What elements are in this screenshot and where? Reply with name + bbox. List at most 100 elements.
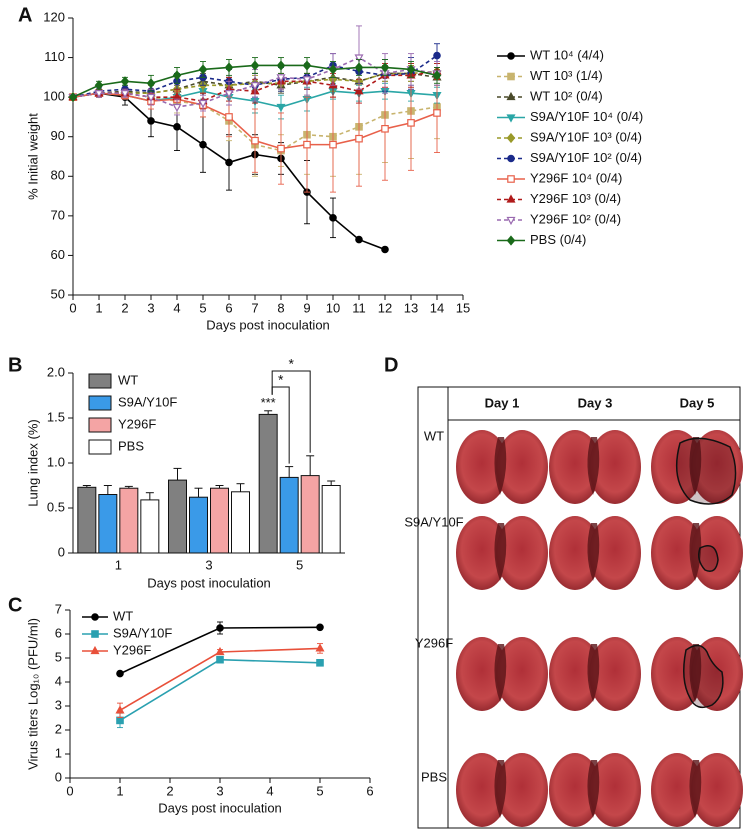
annotation: * [278,372,284,388]
legend-label: S9A/Y10F [118,394,177,409]
lung-lobe [589,516,641,590]
column-header: Day 5 [680,395,715,410]
marker [507,52,515,60]
marker [225,158,233,167]
legend-swatch [88,417,112,433]
lung-photo [549,753,641,827]
y-tick-label: 80 [51,168,65,183]
marker [506,216,516,226]
lung-lobe [456,637,508,711]
marker [146,93,156,103]
row-label: Y296F [415,635,453,650]
row-label: S9A/Y10F [404,514,463,529]
x-tick-label: 14 [430,300,444,315]
marker [355,235,363,244]
x-tick-label: 5 [296,557,303,572]
marker [329,140,337,149]
panel-letter: D [384,354,398,376]
marker [302,60,312,71]
marker [198,99,208,109]
marker [172,103,182,113]
lung-lobe [496,637,548,711]
bar [300,475,320,554]
y-tick-label: 1.5 [47,409,65,424]
lung-lobe [496,430,548,504]
marker [316,658,324,667]
legend-label: Y296F [113,642,151,657]
y-axis-label: Virus titers Log₁₀ (PFU/ml) [25,618,40,770]
x-tick-label: 1 [95,300,102,315]
bar [140,499,160,554]
lesion-outline [698,545,719,572]
marker [276,103,286,113]
lung-lobe [691,637,743,711]
x-tick-label: 5 [199,300,206,315]
lung-lobe [549,637,601,711]
legend-swatch [88,395,112,411]
lung-lobe [549,753,601,827]
lung-photo [456,637,548,711]
x-tick-label: 12 [378,300,392,315]
bar [279,476,299,554]
lung-hilum [587,644,600,702]
marker [506,91,516,101]
y-tick-label: 70 [51,207,65,222]
lung-lobe [651,516,703,590]
marker [216,655,224,664]
marker [94,90,104,99]
x-tick-label: 0 [66,783,73,798]
bar [77,486,97,554]
marker [115,705,125,714]
error-bar [145,492,154,500]
lung-lobe [691,753,743,827]
series-line [119,658,321,722]
x-axis-label: Days post inoculation [158,800,282,815]
marker [250,82,260,91]
panel-letter: A [18,4,32,26]
marker [406,64,416,75]
lung-lobe [589,753,641,827]
marker [316,623,324,632]
legend-label: WT 10² (0/4) [530,88,603,103]
y-tick-label: 0 [55,769,62,784]
lung-photo [456,753,548,827]
error-bar [236,483,245,492]
marker [302,76,312,85]
legend-swatch [88,373,112,389]
marker [506,194,516,203]
marker [116,716,124,725]
y-tick-label: 7 [55,601,62,616]
lung-photo [651,637,743,711]
marker [224,90,234,99]
marker [225,113,233,121]
marker [432,70,442,81]
error-bar [173,467,182,481]
marker [91,613,99,621]
y-tick-label: 1 [55,745,62,760]
y-tick-label: 6 [55,625,62,640]
bar [210,487,229,554]
x-tick-label: 9 [303,300,310,315]
marker [147,117,155,125]
marker [215,646,225,656]
y-tick-label: 0.5 [47,499,65,514]
x-tick-label: 6 [225,300,232,315]
x-tick-label: 3 [205,557,212,572]
marker [277,144,285,153]
lung-lobe [456,753,508,827]
x-tick-label: 2 [121,300,128,315]
marker [507,175,515,183]
bar [168,479,187,554]
x-tick-label: 6 [366,783,373,798]
x-axis-label: Days post inoculation [147,575,271,590]
legend-label: PBS (0/4) [530,232,586,247]
lung-photo [549,637,641,711]
x-tick-label: 1 [115,557,122,572]
x-tick-label: 8 [277,300,284,315]
y-tick-label: 120 [43,9,65,24]
marker [303,140,311,149]
lung-lobe [651,637,703,711]
legend-label: S9A/Y10F [113,625,172,640]
lung-hilum [587,523,600,581]
